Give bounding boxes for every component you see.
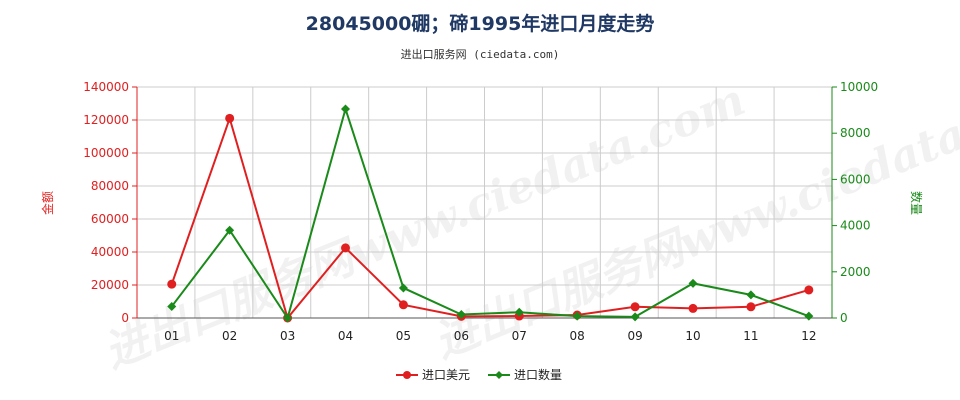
y-axis-right-label: 数量 xyxy=(909,191,924,215)
series-point-1 xyxy=(398,300,408,310)
series-point-2 xyxy=(630,312,640,322)
y-left-tick-label: 60000 xyxy=(91,212,129,226)
y-right-tick-label: 4000 xyxy=(840,219,871,233)
series-point-1 xyxy=(630,302,640,312)
axes xyxy=(136,87,833,319)
series-point-2 xyxy=(283,313,293,323)
series-point-2 xyxy=(398,283,408,293)
series-point-2 xyxy=(804,311,814,321)
x-tick-label: 05 xyxy=(396,329,411,343)
y-left-tick-label: 140000 xyxy=(83,80,129,94)
series-point-1 xyxy=(688,303,698,313)
x-tick-label: 11 xyxy=(743,329,758,343)
grid xyxy=(137,86,833,319)
y-left-tick-label: 80000 xyxy=(91,179,129,193)
series-point-2 xyxy=(456,310,466,320)
series-point-2 xyxy=(746,290,756,300)
series-point-1 xyxy=(746,302,756,312)
legend-label: 进口数量 xyxy=(514,367,562,382)
x-tick-label: 07 xyxy=(512,329,527,343)
chart-subtitle: 进出口服务网 (ciedata.com) xyxy=(401,47,560,61)
x-tick-label: 08 xyxy=(570,329,585,343)
x-tick-label: 02 xyxy=(222,329,237,343)
chart-title: 28045000硼；碲1995年进口月度走势 xyxy=(306,12,655,35)
legend-swatch-marker xyxy=(495,371,503,379)
y-right-tick-label: 10000 xyxy=(840,80,878,94)
series-point-2 xyxy=(225,225,235,235)
x-tick-label: 04 xyxy=(338,329,353,343)
x-tick-label: 10 xyxy=(685,329,700,343)
series-point-2 xyxy=(167,301,177,311)
legend-swatch-marker xyxy=(403,371,411,379)
series-point-2 xyxy=(341,104,350,114)
y-right-tick-label: 6000 xyxy=(840,172,871,186)
y-left-tick-label: 20000 xyxy=(91,278,129,292)
tick-labels: 0200004000060000800001000001200001400000… xyxy=(83,80,878,343)
legend: 进口美元 进口数量 xyxy=(396,367,562,382)
y-left-tick-label: 100000 xyxy=(83,146,129,160)
series-line-2 xyxy=(170,105,810,321)
series-point-2 xyxy=(572,311,582,321)
series-point-1 xyxy=(225,113,235,123)
y-right-tick-label: 0 xyxy=(840,311,848,325)
series-point-1 xyxy=(341,243,350,253)
y-right-tick-label: 8000 xyxy=(840,126,871,140)
y-left-tick-label: 40000 xyxy=(91,245,129,259)
series-line-1 xyxy=(170,115,810,321)
series-point-1 xyxy=(167,279,177,289)
legend-label: 进口美元 xyxy=(422,368,470,382)
x-tick-label: 06 xyxy=(454,329,469,343)
series-point-2 xyxy=(688,278,698,288)
y-axis-left-label: 金额 xyxy=(40,191,55,215)
y-left-tick-label: 0 xyxy=(121,311,129,325)
series-point-2 xyxy=(514,307,524,317)
x-tick-label: 12 xyxy=(801,329,816,343)
y-left-tick-label: 120000 xyxy=(83,113,129,127)
x-tick-label: 01 xyxy=(164,329,179,343)
x-tick-label: 03 xyxy=(280,329,295,343)
y-right-tick-label: 2000 xyxy=(840,265,871,279)
series-point-1 xyxy=(804,285,814,295)
x-tick-label: 09 xyxy=(627,329,642,343)
series-layer xyxy=(167,104,814,323)
